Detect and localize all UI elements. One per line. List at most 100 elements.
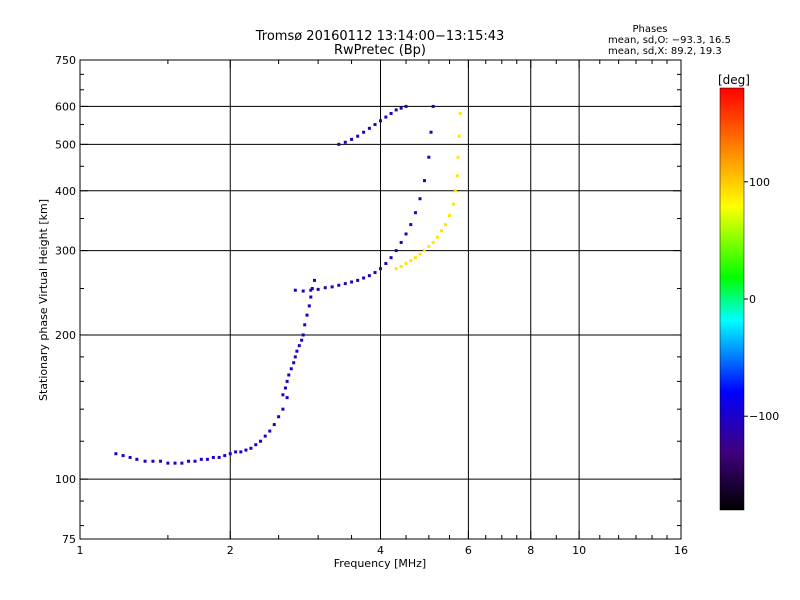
data-point	[289, 367, 293, 371]
data-point	[337, 283, 341, 287]
data-point	[431, 104, 435, 108]
y-tick-label: 500	[55, 138, 76, 151]
data-point	[143, 459, 147, 463]
data-point	[166, 461, 170, 465]
data-point	[312, 278, 316, 282]
data-point	[394, 249, 398, 253]
data-point	[453, 189, 457, 193]
data-point	[193, 459, 197, 463]
data-point	[295, 349, 299, 353]
data-point	[384, 261, 388, 265]
data-point	[399, 106, 403, 110]
data-point	[300, 338, 304, 342]
colorbar	[719, 87, 745, 511]
x-tick-label: 16	[674, 544, 688, 557]
data-point	[330, 285, 334, 289]
data-point	[285, 379, 289, 383]
data-point	[323, 286, 327, 290]
y-axis-label: Stationary phase Virtual Height [km]	[37, 199, 50, 401]
data-point	[455, 174, 459, 178]
data-point	[283, 386, 287, 390]
data-point	[448, 214, 452, 218]
data-point	[281, 393, 285, 397]
x-tick-label: 2	[227, 544, 234, 557]
data-point	[394, 267, 398, 271]
data-point	[399, 264, 403, 268]
data-point	[173, 461, 177, 465]
y-tick-label: 100	[55, 473, 76, 486]
data-point	[404, 104, 408, 108]
data-point	[350, 137, 354, 141]
data-point	[404, 232, 408, 236]
data-point	[440, 229, 444, 233]
data-point	[239, 450, 243, 454]
data-point	[228, 452, 232, 456]
data-point	[457, 134, 461, 138]
data-point	[456, 155, 460, 159]
data-point	[418, 197, 422, 201]
data-point	[384, 115, 388, 119]
data-point	[435, 235, 439, 239]
y-tick-label: 300	[55, 245, 76, 258]
y-tick-label: 750	[55, 54, 76, 67]
data-point	[373, 271, 377, 275]
data-point	[316, 287, 320, 291]
legend-line-x: mean, sd,X: 89.2, 19.3	[608, 46, 722, 57]
data-point	[409, 259, 413, 263]
data-point	[293, 288, 297, 292]
data-point	[362, 276, 366, 280]
data-point	[254, 443, 258, 447]
data-point	[444, 223, 448, 227]
data-point	[277, 415, 281, 419]
data-point	[404, 261, 408, 265]
data-point	[297, 344, 301, 348]
x-tick-label: 6	[465, 544, 472, 557]
data-point	[249, 446, 253, 450]
data-point	[356, 134, 360, 138]
data-point	[303, 323, 307, 327]
data-point	[305, 313, 309, 317]
legend-title: Phases	[632, 24, 667, 35]
data-point	[180, 461, 184, 465]
data-point	[409, 223, 413, 227]
data-point	[427, 244, 431, 248]
x-axis-label: Frequency [MHz]	[334, 557, 426, 570]
data-point	[205, 457, 209, 461]
data-point	[268, 429, 272, 433]
data-point	[399, 240, 403, 244]
data-point	[356, 278, 360, 282]
data-point	[389, 111, 393, 115]
data-point	[350, 280, 354, 284]
data-point	[272, 423, 276, 427]
data-point	[309, 288, 313, 292]
data-point	[343, 140, 347, 144]
colorbar-ticks: 100 0 −100	[744, 176, 779, 423]
data-point	[451, 202, 455, 206]
data-point	[413, 211, 417, 215]
chart-title: Tromsø 20160112 13:14:00−13:15:43	[255, 29, 505, 44]
data-point	[223, 454, 227, 458]
data-point	[159, 459, 163, 463]
data-point	[310, 287, 314, 291]
data-point	[379, 119, 382, 123]
data-point	[244, 448, 248, 452]
data-point	[211, 455, 215, 459]
data-point	[422, 179, 426, 183]
data-point	[301, 333, 305, 337]
y-tick-label: 600	[55, 100, 76, 113]
data-point	[293, 355, 297, 359]
data-point	[343, 282, 347, 286]
data-point	[135, 457, 139, 461]
data-point	[301, 289, 305, 293]
data-point	[187, 459, 191, 463]
colorbar-tick-label: 0	[749, 293, 756, 306]
points-layer	[114, 104, 462, 465]
colorbar-tick-label: 100	[749, 176, 770, 189]
data-point	[285, 396, 289, 400]
x-tick-label: 1	[77, 544, 84, 557]
data-point	[199, 457, 203, 461]
data-point	[259, 439, 263, 443]
data-point	[362, 130, 366, 134]
data-point	[427, 155, 431, 159]
